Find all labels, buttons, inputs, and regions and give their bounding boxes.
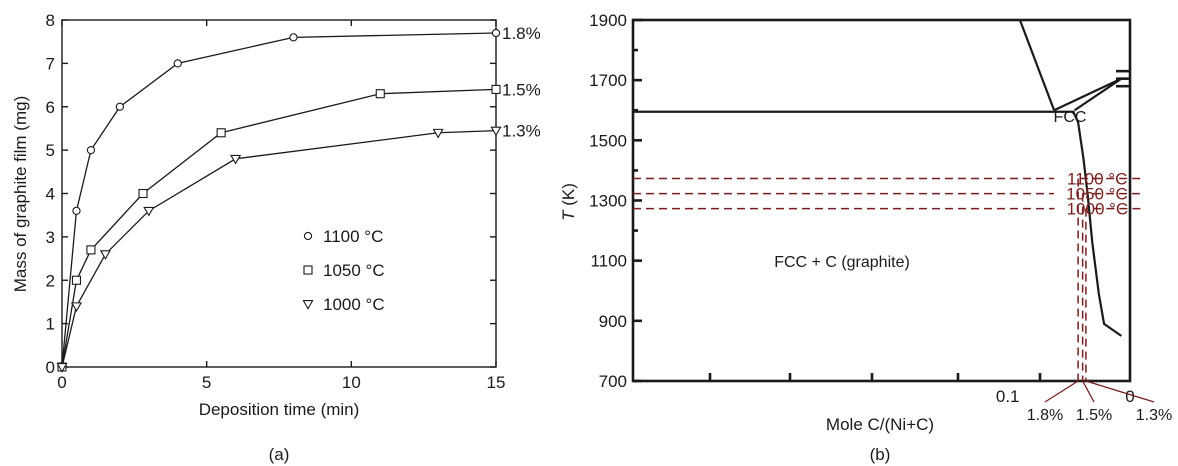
- panel-b-x-tick-label: 0: [1125, 387, 1134, 406]
- solubility-leader-1-5: [1082, 380, 1095, 403]
- legend-label-1050-c: 1050 °C: [323, 261, 385, 280]
- panel-a-x-tick-label: 5: [202, 373, 211, 392]
- data-point-1000-c: [99, 250, 111, 260]
- panel-a-x-tick-label: 10: [342, 373, 361, 392]
- data-point-1100-c: [86, 145, 96, 155]
- panel-a-x-tick-label: 15: [487, 373, 506, 392]
- data-point-1000-c: [230, 154, 242, 165]
- fcc-boundary-line: [1074, 77, 1122, 112]
- panel-b-plot-frame: [631, 18, 1132, 383]
- panel-a-legend: 1100 °C 1050 °C 1000 °C: [302, 227, 385, 314]
- liquidus-right-line: [1053, 77, 1122, 112]
- isotherm-label-1000-c: 1000 °C: [1067, 200, 1129, 219]
- end-label-1050-c: 1.5%: [502, 80, 541, 99]
- liquidus-left-line: [1018, 19, 1056, 111]
- solubility-leader-1-3: [1085, 380, 1155, 403]
- panel-b-y-tick-label: 1100: [590, 252, 627, 271]
- panel-a-chart: 0 1 2 3 4 5 6 7 8 0 5 10 15 1.8% 1.5% 1.3% Deposition …: [11, 11, 541, 464]
- solubility-label-1-3: 1.3%: [1136, 407, 1172, 424]
- isotherm-label-1050-c: 1050 °C: [1066, 185, 1128, 204]
- panel-a-y-tick-label: 1: [46, 315, 55, 334]
- data-point-1000-c: [432, 128, 444, 139]
- panel-a-x-tick-label: 0: [57, 373, 66, 392]
- data-point-1100-c: [289, 33, 298, 42]
- legend-marker-1000-c: [302, 300, 314, 310]
- solubility-label-1-5: 1.5%: [1076, 407, 1112, 424]
- panel-b-caption: (b): [870, 445, 891, 464]
- data-point-1000-c: [56, 363, 68, 373]
- solubility-label-1-8: 1.8%: [1027, 407, 1063, 424]
- panel-b-y-tick-label: 1900: [589, 11, 627, 30]
- data-point-1050-c: [216, 128, 226, 138]
- legend-label-1100-c: 1100 °C: [323, 227, 383, 246]
- data-point-1050-c: [375, 89, 385, 99]
- panel-b-y-axis-label: T (K): [559, 183, 578, 221]
- panel-b-y-tick-label: 1500: [589, 131, 627, 150]
- legend-marker-1050-c: [303, 265, 313, 275]
- panel-a-x-axis-label: Deposition time (min): [199, 400, 360, 419]
- solubility-leader-1-8: [1044, 380, 1079, 403]
- data-point-1000-c: [143, 206, 155, 217]
- legend-label-1000-c: 1000 °C: [323, 295, 385, 314]
- data-point-1050-c: [491, 84, 501, 94]
- region-label-fcc: FCC: [1054, 109, 1087, 126]
- region-label-fcc-graphite: FCC + C (graphite): [774, 254, 910, 271]
- series-line-1000-c: [61, 129, 497, 368]
- solvus-line: [1072, 111, 1122, 337]
- data-point-1050-c: [138, 188, 148, 199]
- panel-b-y-axis-symbol: T: [559, 209, 578, 221]
- panel-a-y-tick-label: 6: [46, 98, 55, 117]
- data-point-1100-c: [72, 206, 81, 215]
- panel-a-y-tick-label: 7: [46, 54, 55, 73]
- panel-a-y-tick-label: 8: [46, 11, 55, 30]
- data-point-1100-c: [491, 28, 501, 38]
- series-line-1050-c: [61, 88, 497, 368]
- panel-a-caption: (a): [269, 445, 290, 464]
- panel-a-plot-frame: [61, 19, 497, 368]
- panel-b-y-axis-unit: (K): [559, 183, 578, 210]
- panel-b-y-tick-label: 1300: [589, 192, 627, 211]
- end-label-1000-c: 1.3%: [502, 122, 541, 141]
- data-point-1050-c: [71, 275, 82, 285]
- isotherm-label-1100-c: 1100 °C: [1067, 170, 1127, 189]
- panel-b-x-tick-label: 0.1: [996, 387, 1020, 406]
- panel-a-y-tick-label: 2: [46, 271, 55, 290]
- data-point-1050-c: [86, 245, 96, 255]
- data-point-1100-c: [115, 102, 125, 111]
- panel-a-y-tick-label: 0: [46, 358, 55, 377]
- panel-b-y-tick-label: 1700: [589, 71, 627, 90]
- data-point-1000-c: [70, 302, 83, 312]
- series-line-1100-c: [61, 32, 497, 368]
- panel-b-y-tick-label: 700: [599, 372, 627, 391]
- panel-b-y-tick-label: 900: [599, 312, 627, 331]
- panel-b-x-axis-label: Mole C/(Ni+C): [826, 415, 934, 434]
- data-point-1000-c: [490, 126, 502, 137]
- panel-a-y-tick-label: 3: [46, 228, 55, 247]
- legend-marker-1100-c: [303, 231, 313, 241]
- panel-a-y-tick-label: 4: [46, 185, 55, 204]
- panel-a-y-axis-label: Mass of graphite film (mg): [11, 96, 30, 293]
- data-point-1100-c: [173, 59, 182, 68]
- end-label-1100-c: 1.8%: [502, 24, 541, 43]
- panel-a-y-tick-label: 5: [46, 141, 55, 160]
